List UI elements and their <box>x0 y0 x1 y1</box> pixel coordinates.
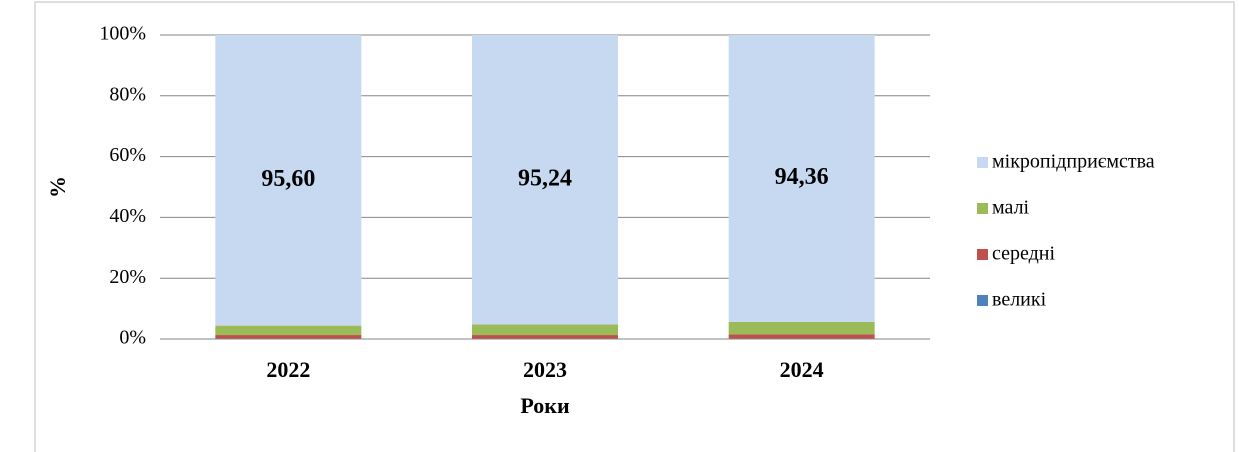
bar-segment <box>215 335 362 339</box>
legend-swatch <box>977 157 988 168</box>
y-axis-title: % <box>45 176 70 198</box>
bar-segment <box>728 334 875 339</box>
bar-segment <box>215 325 362 336</box>
x-axis-title: Роки <box>520 393 570 418</box>
legend-label: мікропідприємства <box>992 151 1155 173</box>
legend-swatch <box>977 295 988 306</box>
x-tick-label: 2024 <box>780 357 824 382</box>
y-tick-label: 100% <box>99 23 146 45</box>
bar-segment <box>215 35 362 326</box>
y-tick-label: 40% <box>109 205 146 227</box>
legend-swatch <box>977 203 988 214</box>
legend-label: малі <box>992 197 1030 219</box>
bar-segment <box>472 324 618 336</box>
y-tick-label: 60% <box>109 144 146 166</box>
data-label: 95,60 <box>261 166 315 192</box>
bar-segment <box>472 335 618 339</box>
y-tick-label: 0% <box>119 327 146 349</box>
y-tick-label: 20% <box>109 266 146 288</box>
x-tick-label: 2022 <box>266 357 310 382</box>
x-tick-label: 2023 <box>523 357 567 382</box>
bar-segment <box>472 35 618 325</box>
legend-label: великі <box>992 289 1047 311</box>
chart-frame <box>34 1 1235 452</box>
legend-swatch <box>977 249 988 260</box>
bar-segment <box>728 35 875 322</box>
data-label: 94,36 <box>775 164 829 190</box>
y-tick-label: 80% <box>109 83 146 105</box>
data-label: 95,24 <box>518 165 572 191</box>
bar-segment <box>728 321 875 335</box>
legend-label: середні <box>992 243 1055 265</box>
